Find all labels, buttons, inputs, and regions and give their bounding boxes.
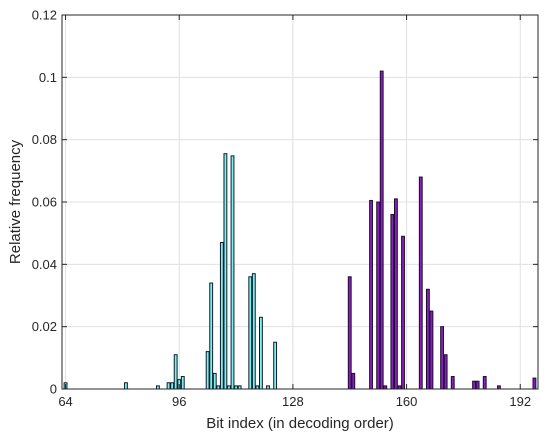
x-tick-label: 64 [58,394,72,409]
y-tick-label: 0.1 [39,70,57,85]
bar-series-2 [425,288,430,389]
y-tick-label: 0.04 [32,257,57,272]
bar-series-1 [251,273,256,389]
bar-series-1 [170,382,175,389]
y-tick-label: 0 [50,382,57,397]
x-tick-label: 96 [172,394,186,409]
bar-series-2 [429,310,434,389]
bar-series-1 [259,316,263,389]
bar-series-1 [173,354,178,389]
bar-series-1 [209,282,214,389]
bar-series-2 [401,235,405,389]
bar-series-2 [351,372,356,389]
bar-series-1 [248,276,253,389]
bar-series-2 [440,326,445,389]
bar-series-2 [369,199,373,389]
y-axis-label: Relative frequency [7,139,24,264]
y-tick-label: 0.06 [32,195,57,210]
y-tick-label: 0.12 [32,8,57,23]
bar-series-2 [393,198,398,389]
y-tick-label: 0.02 [32,319,57,334]
x-tick-label: 192 [509,394,531,409]
bar-series-2 [443,354,448,389]
bar-series-2 [532,377,537,389]
bar-series-2 [418,176,423,389]
bar-series-2 [475,380,480,389]
y-tick-label: 0.08 [32,132,57,147]
bar-series-1 [124,382,128,389]
bar-series-1 [230,155,235,389]
bar-series-2 [450,376,455,389]
bar-series-1 [212,372,217,389]
bar-series-2 [376,201,381,389]
bar-series-1 [166,382,171,389]
bar-series-1 [180,376,185,389]
axis-ticks: 64 96 128 160 192 0 0.02 0.04 0.06 0.08 0.1 0.12 [32,8,538,409]
x-tick-label: 128 [282,394,304,409]
bar-series-1 [223,153,228,389]
bar-series-1 [219,242,224,389]
bar-series-2 [390,213,395,389]
bar-series-2 [472,380,476,389]
bar-series-2 [379,70,384,389]
bar-series-2 [482,376,487,389]
x-axis-label: Bit index (in decoding order) [206,415,394,432]
x-tick-label: 160 [396,394,418,409]
bar-series-1 [205,351,210,389]
bar-series-1 [273,341,278,389]
bar-series-2 [347,276,352,389]
